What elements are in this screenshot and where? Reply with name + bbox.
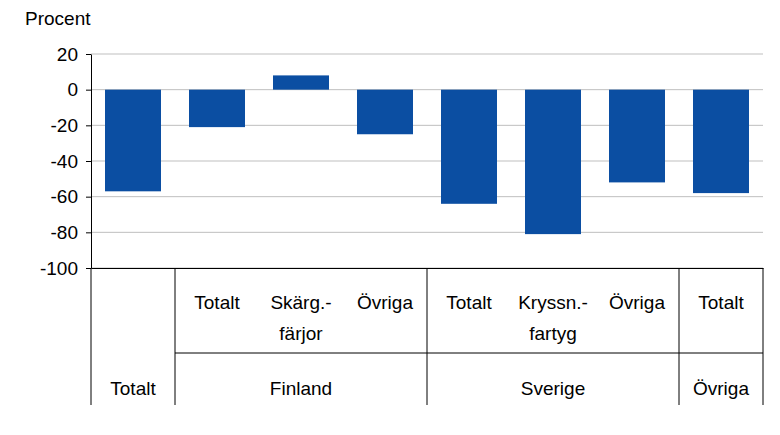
bar bbox=[693, 90, 749, 193]
y-tick: -20 bbox=[51, 115, 91, 136]
group-label: Totalt bbox=[110, 378, 156, 399]
separator bbox=[427, 353, 679, 354]
separator bbox=[175, 353, 427, 354]
bar bbox=[189, 90, 245, 127]
y-tick-mark bbox=[86, 90, 91, 91]
separator bbox=[427, 268, 428, 405]
y-axis-title: Procent bbox=[25, 8, 91, 29]
group-label: Övriga bbox=[693, 378, 749, 399]
y-tick: -100 bbox=[40, 258, 91, 279]
bar bbox=[357, 90, 413, 135]
group-label: Sverige bbox=[521, 378, 585, 399]
separator bbox=[91, 268, 92, 405]
y-tick: -60 bbox=[51, 186, 91, 207]
bar bbox=[441, 90, 497, 204]
y-tick: 0 bbox=[67, 79, 91, 100]
y-tick-mark bbox=[86, 161, 91, 162]
bar bbox=[609, 90, 665, 183]
y-tick-mark bbox=[86, 54, 91, 55]
grid-line bbox=[91, 232, 763, 233]
category-label: Totalt bbox=[446, 292, 492, 313]
y-tick-label: -100 bbox=[40, 258, 78, 279]
y-tick-mark bbox=[86, 232, 91, 233]
separator bbox=[763, 268, 764, 405]
separator bbox=[679, 268, 680, 405]
y-axis-line bbox=[91, 55, 92, 269]
y-tick-label: -60 bbox=[51, 186, 78, 207]
bar bbox=[525, 90, 581, 234]
y-tick-label: -20 bbox=[51, 115, 78, 136]
y-tick-label: 20 bbox=[57, 44, 78, 65]
y-tick: -40 bbox=[51, 151, 91, 172]
bar bbox=[273, 75, 329, 89]
category-label: Totalt bbox=[194, 292, 240, 313]
y-axis: -100 -80 -60 -40 -20 0 20 bbox=[40, 44, 92, 279]
y-tick-mark bbox=[86, 125, 91, 126]
category-labels: Totalt Skärg.-färjor Övriga Totalt Kryssn.-f… bbox=[110, 292, 749, 399]
category-label: Skärg.-färjor bbox=[270, 292, 331, 344]
y-tick: 20 bbox=[57, 44, 91, 65]
grid bbox=[91, 54, 763, 268]
y-tick-mark bbox=[86, 268, 91, 269]
y-tick-label: -40 bbox=[51, 151, 78, 172]
category-label: Övriga bbox=[357, 292, 413, 313]
separator bbox=[175, 268, 176, 405]
y-tick: -80 bbox=[51, 222, 91, 243]
category-label: Totalt bbox=[698, 292, 744, 313]
grid-line bbox=[91, 196, 763, 197]
chart: -100 -80 -60 -40 -20 0 20 Procent Totalt Skärg.-f… bbox=[0, 0, 780, 435]
y-tick-label: 0 bbox=[67, 79, 78, 100]
separator bbox=[679, 353, 763, 354]
bar bbox=[105, 90, 161, 192]
group-label: Finland bbox=[270, 378, 332, 399]
category-label: Övriga bbox=[609, 292, 665, 313]
y-tick-label: -80 bbox=[51, 222, 78, 243]
group-separators bbox=[91, 268, 763, 405]
category-label: Kryssn.-fartyg bbox=[518, 292, 588, 344]
y-tick-mark bbox=[86, 197, 91, 198]
bars bbox=[105, 75, 749, 234]
grid-line bbox=[91, 54, 763, 55]
